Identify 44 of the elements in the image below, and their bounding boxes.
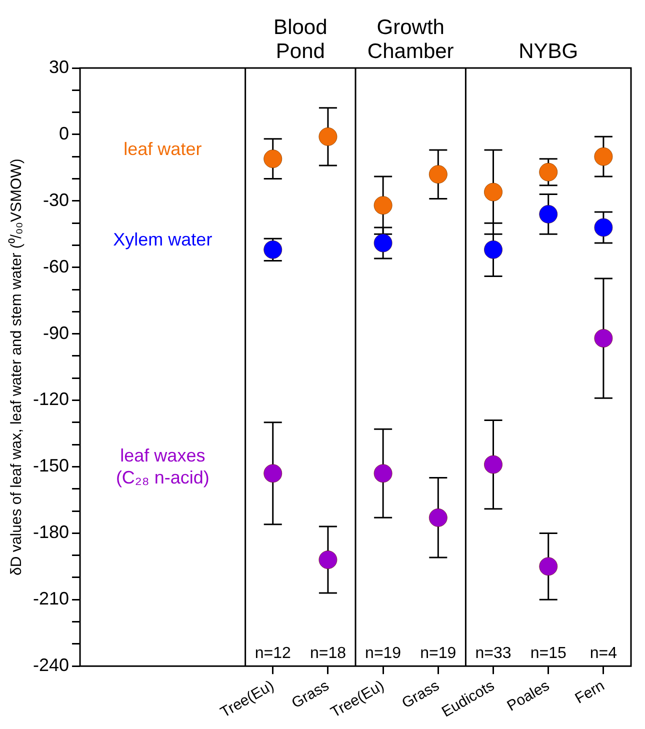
y-tick-label: -150 (32, 456, 70, 476)
y-tick-label: -240 (32, 655, 70, 676)
point (484, 240, 503, 259)
annotation: n=33 (475, 645, 512, 662)
point (374, 464, 392, 483)
text: Growth Chamber (367, 16, 454, 63)
text: Xylem water (113, 230, 212, 250)
annotation: n=12 (254, 645, 291, 662)
x-tick-label: Grass (399, 677, 442, 712)
point (539, 204, 558, 224)
annotation: n=18 (310, 645, 346, 662)
point (374, 234, 392, 252)
text: leaf water (124, 138, 202, 159)
y-tick-label: -180 (32, 522, 70, 542)
point (484, 455, 503, 474)
point (594, 147, 613, 166)
annotation: n=19 (420, 645, 456, 662)
point (428, 508, 448, 527)
point (318, 550, 338, 570)
point (428, 165, 448, 184)
point (539, 162, 558, 182)
annotation: n=4 (590, 645, 618, 662)
y-tick-label: 0 (59, 123, 70, 144)
y-tick-label: 30 (48, 56, 70, 77)
text: NYBG (518, 40, 578, 63)
y-tick-label: -60 (43, 256, 70, 276)
point (264, 150, 282, 168)
point (594, 329, 613, 348)
annotation: n=15 (530, 645, 566, 662)
y-tick-label: -210 (32, 588, 70, 609)
point (539, 557, 558, 576)
point (594, 218, 613, 237)
y-tick-label: -120 (32, 389, 70, 410)
point (484, 182, 503, 202)
point (264, 464, 282, 483)
annotation: n=19 (365, 645, 402, 662)
y-tick-label: -90 (43, 322, 70, 343)
y-axis-title: δD values of leaf wax, leaf water and stem water (⁰/₀₀VSMOW) (8, 158, 26, 576)
point (318, 127, 338, 146)
x-tick-label: Fern (572, 677, 608, 708)
y-tick-label: -30 (43, 190, 70, 210)
text: leaf waxes (C₂₈ n-acid) (116, 445, 210, 488)
point (374, 196, 392, 215)
text: Blood Pond (274, 16, 328, 63)
